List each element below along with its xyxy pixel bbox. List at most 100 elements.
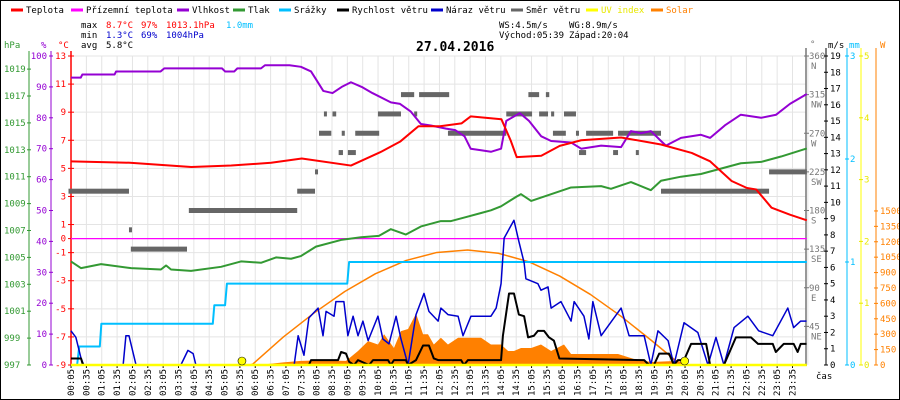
x-tick-label: 02:35: [144, 369, 154, 396]
rain-axis-unit: mm: [849, 41, 860, 51]
x-tick-label: 23:35: [788, 369, 798, 396]
x-tick-label: 18:05: [620, 369, 630, 396]
legend-label: Náraz větru: [446, 6, 506, 16]
legend-label: Tlak: [248, 6, 270, 16]
wind-direction-mark: [355, 130, 380, 136]
wind-tick-label: 0: [830, 361, 835, 371]
x-tick-label: 13:35: [481, 369, 491, 396]
pressure-axis-unit: hPa: [4, 41, 20, 51]
solar-tick-label: 150: [880, 346, 896, 356]
wind-direction-mark: [68, 188, 129, 194]
direction-axis-unit: °: [810, 40, 815, 50]
wind-direction-mark: [769, 169, 807, 175]
pressure-tick-label: 1017: [4, 92, 26, 102]
humidity-axis-unit: %: [41, 41, 47, 51]
stats-max-rain: 1.0mm: [226, 21, 253, 31]
pressure-tick-label: 997: [4, 361, 20, 371]
x-tick-label: 14:35: [512, 369, 522, 396]
temperature-tick-label: 3: [61, 192, 66, 202]
x-tick-label: 17:35: [604, 369, 614, 396]
humidity-line: [70, 64, 808, 153]
humidity-tick-label: 10: [36, 330, 47, 340]
humidity-tick-label: 40: [36, 237, 47, 247]
wind-tick-label: 12: [830, 166, 841, 176]
x-tick-label: 08:05: [313, 369, 323, 396]
x-tick-label: 10:05: [374, 369, 384, 396]
legend-item: Solar: [651, 6, 694, 16]
direction-tick-label: 90: [809, 284, 820, 294]
x-tick-label: 12:35: [451, 369, 461, 396]
temperature-tick-label: -7: [55, 333, 66, 343]
chart-title: 27.04.2016: [416, 40, 494, 55]
wind-direction-mark: [332, 111, 337, 117]
humidity-tick-label: 90: [36, 83, 47, 93]
legend-label: Rychlost větru: [352, 6, 428, 16]
wind-direction-mark: [377, 111, 401, 117]
sunrise-marker: [237, 356, 247, 366]
wind-direction-mark: [347, 150, 356, 156]
x-tick-label: 21:05: [712, 369, 722, 396]
stats-avg-temp: 5.8°C: [106, 41, 133, 51]
x-tick-label: 04:05: [190, 369, 200, 396]
uv-tick-label: 0: [864, 361, 869, 371]
wind-direction-mark: [575, 130, 579, 136]
legend-label: UV index: [601, 6, 645, 16]
stats-block: max 8.7°C 97% 1013.1hPa 1.0mm min 1.3°C …: [81, 21, 629, 51]
sunset-marker: [680, 356, 689, 366]
x-tick-label: 09:05: [343, 369, 353, 396]
direction-compass-label: S: [811, 217, 816, 227]
legend-label: Vlhkost: [192, 6, 230, 16]
direction-tick-label: 180: [809, 207, 825, 217]
humidity-tick-label: 50: [36, 207, 47, 217]
uv-tick-label: 4: [864, 114, 869, 124]
x-tick-label: 19:35: [666, 369, 676, 396]
x-tick-label: 01:35: [113, 369, 123, 396]
x-tick-label: 20:05: [681, 369, 691, 396]
wind-direction-mark: [635, 150, 639, 156]
solar-area: [249, 313, 689, 365]
x-tick-label: 20:35: [696, 369, 706, 396]
x-tick-label: 05:05: [221, 369, 231, 396]
x-tick-label: 06:05: [251, 369, 261, 396]
direction-tick-label: 45: [809, 322, 820, 332]
wind-direction-mark: [539, 111, 549, 117]
grid: [70, 55, 809, 366]
stats-avg-label: avg: [81, 41, 97, 51]
uv-tick-label: 2: [864, 237, 869, 247]
wind-tick-label: 8: [830, 231, 835, 241]
pressure-tick-label: 1005: [4, 253, 26, 263]
humidity-tick-label: 70: [36, 145, 47, 155]
wind-direction-mark: [297, 188, 316, 194]
uv-tick-label: 3: [864, 176, 869, 186]
direction-tick-label: 225: [809, 168, 825, 178]
solar-tick-label: 750: [880, 284, 896, 294]
x-tick-label: 13:05: [466, 369, 476, 396]
legend-item: Tlak: [233, 6, 270, 16]
direction-tick-label: 315: [809, 91, 825, 101]
humidity-tick-label: 60: [36, 176, 47, 186]
temperature-tick-label: 9: [61, 108, 66, 118]
x-tick-label: 11:05: [405, 369, 415, 396]
x-tick-label: 11:35: [420, 369, 430, 396]
solar-tick-label: 600: [880, 299, 896, 309]
stats-min-label: min: [81, 31, 97, 41]
wind-tick-label: 6: [830, 263, 835, 273]
wind-tick-label: 1: [830, 345, 835, 355]
x-tick-label: 15:35: [543, 369, 553, 396]
uv-tick-label: 1: [864, 299, 869, 309]
wind-direction-mark: [400, 92, 415, 98]
wind-direction-mark: [341, 130, 345, 136]
wind-direction-mark: [128, 227, 132, 233]
x-tick-label: 07:05: [282, 369, 292, 396]
solar-tick-label: 1350: [880, 222, 900, 232]
x-tick-label: 23:05: [773, 369, 783, 396]
wind-direction-mark: [552, 130, 566, 136]
wind-direction-mark: [130, 246, 188, 252]
solar-tick-label: 0: [880, 361, 885, 371]
legend-item: Náraz větru: [431, 6, 506, 16]
legend-label: Přízemní teplota: [86, 6, 173, 16]
pressure-tick-label: 1019: [4, 65, 26, 75]
wind-direction-mark: [579, 150, 587, 156]
wind-direction-mark: [188, 208, 298, 213]
